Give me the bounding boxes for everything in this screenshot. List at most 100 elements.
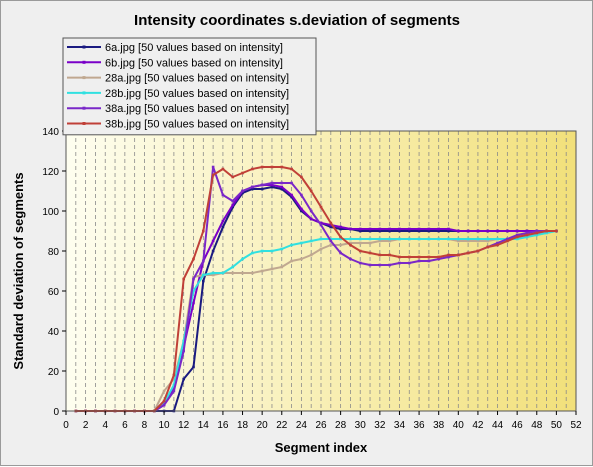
data-point [270,181,274,185]
data-point [211,173,215,177]
data-point [447,237,450,241]
data-point [290,259,293,263]
data-point [251,251,254,255]
data-point [417,259,421,263]
data-point [329,239,333,243]
data-point [466,251,470,255]
legend-label: 6a.jpg [50 values based on intensity] [105,42,283,54]
data-point [251,187,254,191]
data-point [457,229,460,233]
legend-label: 28b.jpg [50 values based on intensity] [105,88,289,100]
data-point [319,223,323,227]
data-point [349,237,352,241]
data-point [251,185,254,189]
data-point [437,229,440,233]
series-line [75,230,557,412]
y-tick-label: 0 [53,407,59,418]
data-point [447,255,450,259]
data-point [300,193,303,197]
data-point [231,203,235,207]
legend-label: 38b.jpg [50 values based on intensity] [105,119,289,131]
data-point [407,229,411,233]
data-point [378,229,382,233]
legend-marker [82,76,86,80]
legend-box [62,37,317,136]
x-tick-label: 22 [276,420,288,431]
data-point [300,175,303,179]
data-point [339,251,342,255]
y-tick-label: 60 [48,287,60,298]
x-tick-label: 10 [159,420,171,431]
data-point [368,263,372,267]
x-tick-label: 12 [178,420,190,431]
data-point [211,239,215,243]
data-point [378,239,382,243]
data-point [437,255,440,259]
data-point [417,227,421,231]
data-point [476,239,480,243]
data-point [309,189,313,193]
data-point [221,193,225,197]
y-tick-label: 40 [48,327,60,338]
x-tick-label: 8 [142,420,148,431]
legend-label: 38a.jpg [50 values based on intensity] [105,103,289,115]
data-point [280,247,284,251]
data-point [162,389,166,393]
data-point [251,271,254,275]
data-point [388,227,391,231]
data-point [182,377,185,381]
data-point [427,227,431,231]
data-point [515,237,519,241]
data-point [231,175,235,179]
data-point [417,229,421,233]
data-point [162,401,166,405]
data-point [260,183,264,187]
series-line [75,166,557,412]
data-point [231,265,235,269]
x-tick-label: 20 [257,420,269,431]
data-point [300,241,303,245]
data-point [241,189,244,193]
data-point [437,257,440,261]
data-point [211,273,215,277]
data-point [339,237,342,241]
data-point [241,257,244,261]
data-point [290,243,293,247]
data-point [172,389,176,393]
data-point [437,237,440,241]
data-point [349,257,352,261]
series-group [74,165,558,413]
data-point [211,165,215,169]
data-point [466,237,470,241]
legend-label: 28a.jpg [50 values based on intensity] [105,73,289,85]
data-point [349,243,352,247]
data-point [241,271,244,275]
data-point [202,259,205,263]
data-point [329,237,333,241]
data-point [339,243,342,247]
data-point [172,373,176,377]
data-point [427,255,431,259]
legend-marker [82,91,86,95]
data-point [358,261,362,265]
data-point [388,253,391,257]
chart-title: Intensity coordinates s.deviation of seg… [134,12,460,29]
data-point [486,245,490,249]
legend-marker [82,60,86,64]
data-point [231,199,235,203]
data-point [329,221,333,225]
data-point [496,237,499,241]
data-point [368,229,372,233]
data-point [211,249,215,253]
data-point [270,183,274,187]
data-point [457,253,460,257]
data-point [211,271,215,275]
x-tick-label: 42 [472,420,484,431]
data-point [270,267,274,271]
data-point [339,235,342,239]
data-point [329,225,333,229]
data-point [182,277,185,281]
data-point [378,253,382,257]
x-axis-title: Segment index [275,440,368,455]
data-point [270,165,274,169]
